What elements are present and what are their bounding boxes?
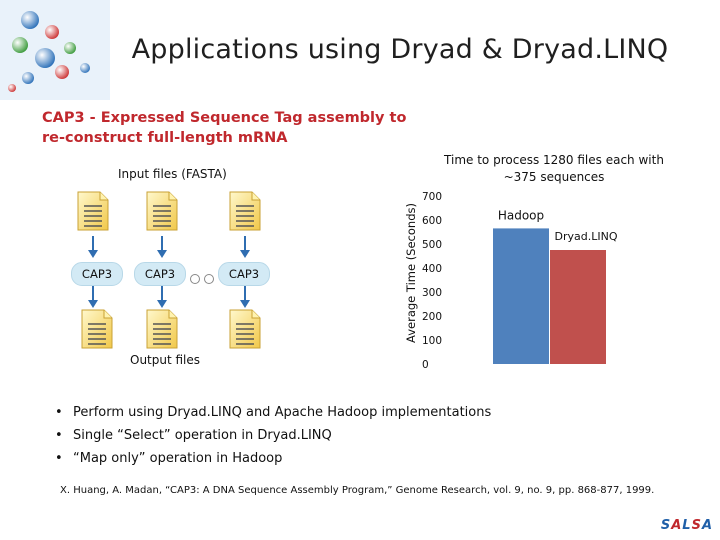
output-file-icon [81, 309, 113, 349]
bar-hadoop [493, 228, 549, 364]
output-files-label: Output files [130, 353, 201, 367]
arrow-down-icon [87, 235, 99, 259]
molecule-logo-icon [0, 0, 110, 100]
bullet-item: Single “Select” operation in Dryad.LINQ [55, 424, 491, 447]
slide-title: Applications using Dryad & Dryad.LINQ [131, 34, 669, 65]
arrow-down-icon [87, 285, 99, 309]
cap3-process-2: CAP3 [134, 262, 186, 286]
y-tick-label: 400 [422, 263, 442, 275]
output-file-icon [229, 309, 261, 349]
cap3-process-1: CAP3 [71, 262, 123, 286]
y-tick-label: 500 [422, 239, 442, 251]
input-file-icon [77, 191, 109, 231]
bar-label: Dryad.LINQ [555, 230, 618, 243]
bar-label: Hadoop [498, 208, 544, 222]
output-file-icon [146, 309, 178, 349]
input-file-icon [146, 191, 178, 231]
arrow-down-icon [239, 285, 251, 309]
y-tick-label: 100 [422, 335, 442, 347]
y-tick-label: 0 [422, 359, 429, 371]
arrow-down-icon [156, 235, 168, 259]
bullet-item: “Map only” operation in Hadoop [55, 447, 491, 470]
input-files-label: Input files (FASTA) [118, 167, 227, 181]
cap3-process-3: CAP3 [218, 262, 270, 286]
y-tick-label: 200 [422, 311, 442, 323]
y-axis-label: Average Time (Seconds) [404, 203, 418, 343]
y-tick-label: 300 [422, 287, 442, 299]
slide-subtitle: CAP3 - Expressed Sequence Tag assembly t… [42, 110, 407, 146]
input-file-icon [229, 191, 261, 231]
arrow-down-icon [239, 235, 251, 259]
salsa-brand: SALSA [660, 518, 713, 533]
bullet-list: Perform using Dryad.LINQ and Apache Hado… [55, 401, 491, 470]
y-tick-label: 700 [422, 191, 442, 203]
ellipsis-icon [190, 269, 218, 288]
y-tick-label: 600 [422, 215, 442, 227]
bullet-item: Perform using Dryad.LINQ and Apache Hado… [55, 401, 491, 424]
reference-citation: X. Huang, A. Madan, “CAP3: A DNA Sequenc… [60, 485, 655, 496]
chart-title: Time to process 1280 files each with ~37… [444, 153, 664, 184]
bar-chart: Average Time (Seconds) 0 100 200 300 400 500 6… [404, 191, 618, 371]
arrow-down-icon [156, 285, 168, 309]
bar-dryadlinq [550, 250, 606, 364]
